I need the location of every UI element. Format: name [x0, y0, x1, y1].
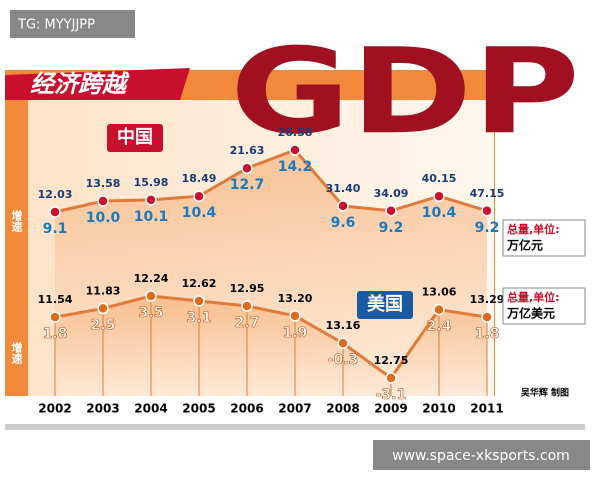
- growth-label: 3.5: [139, 305, 164, 321]
- point: [145, 290, 157, 302]
- total-label: 12.95: [230, 282, 265, 295]
- legend-label: 美国: [367, 293, 403, 315]
- growth-label: 10.0: [86, 210, 121, 226]
- total-label: 12.75: [374, 354, 409, 367]
- series-tag-bg: [357, 291, 413, 319]
- total-label: 21.63: [230, 144, 265, 157]
- total-label: 13.20: [278, 292, 313, 305]
- total-label: 11.54: [38, 293, 73, 306]
- total-label: 18.49: [182, 172, 217, 185]
- series-tag-bg: [107, 124, 163, 152]
- x-tick-label: 2007: [278, 402, 311, 416]
- x-tick-label: 2005: [182, 402, 215, 416]
- banner-bg: [5, 68, 190, 100]
- watermark-box: [10, 10, 135, 38]
- total-label: 31.40: [326, 182, 361, 195]
- watermark: TG: MYYJJPP: [17, 18, 95, 33]
- growth-axis-label: 增速: [10, 341, 23, 365]
- growth-label: 2.7: [235, 315, 260, 331]
- total-label: 12.03: [38, 188, 73, 201]
- growth-label: -0.3: [328, 352, 359, 368]
- total-label: 12.62: [182, 277, 217, 290]
- total-label: 13.06: [422, 286, 457, 299]
- total-label: 12.24: [134, 272, 169, 285]
- banner: 经济跨越: [30, 70, 130, 98]
- growth-label: 12.7: [230, 177, 265, 193]
- growth-label: 1.8: [475, 326, 500, 342]
- growth-label: 9.2: [379, 220, 404, 236]
- growth-label: 10.1: [134, 209, 169, 225]
- growth-label: 1.8: [43, 326, 68, 342]
- point: [97, 302, 109, 315]
- line: [54, 148, 488, 214]
- legend-label: 中国: [117, 126, 153, 148]
- point: [385, 205, 397, 217]
- growth-label: 10.4: [182, 205, 217, 221]
- x-tick-label: 2009: [374, 402, 407, 416]
- unit-name: 总量,单位:: [507, 222, 560, 236]
- x-tick-label: 2004: [134, 402, 167, 416]
- growth-label: 9.1: [43, 221, 68, 237]
- point: [145, 194, 157, 206]
- point: [289, 310, 301, 322]
- point: [241, 300, 253, 312]
- total-label: 15.98: [134, 176, 169, 189]
- point: [481, 311, 493, 323]
- x-tick-label: 2006: [230, 402, 263, 416]
- growth-label: 2.5: [91, 317, 116, 333]
- footer-box: [373, 440, 590, 470]
- point: [241, 162, 253, 174]
- point: [385, 372, 397, 384]
- unit-name: 总量,单位:: [507, 290, 560, 304]
- growth-label: 9.2: [475, 220, 500, 236]
- growth-label: 3.1: [187, 310, 212, 326]
- x-tick-label: 2003: [86, 402, 119, 416]
- growth-label: -3.1: [376, 387, 407, 403]
- unit: 万亿元: [506, 238, 543, 253]
- total-label: 40.15: [422, 172, 457, 185]
- x-tick-label: 2010: [422, 402, 455, 416]
- x-tick-label: 2011: [470, 402, 503, 416]
- credit: 吴华辉 制图: [521, 387, 569, 399]
- total-label: 13.29: [470, 293, 505, 306]
- unit: 万亿美元: [506, 306, 555, 321]
- x-axis-band: [5, 396, 495, 422]
- total-label: 11.83: [86, 284, 121, 297]
- rule: [5, 424, 585, 430]
- total-label: 47.15: [470, 187, 505, 200]
- point: [49, 206, 61, 218]
- unit-box: [502, 287, 586, 325]
- growth-label: 14.2: [278, 159, 313, 175]
- growth-label: 1.9: [283, 325, 308, 341]
- unit-box: [502, 219, 586, 257]
- big-title: GDP: [230, 22, 580, 160]
- point: [97, 195, 109, 207]
- total-label: 26.58: [278, 126, 313, 139]
- point: [433, 190, 445, 202]
- point: [289, 144, 301, 156]
- growth-axis-label: 增速: [10, 209, 23, 233]
- x-tick-label: 2008: [326, 402, 359, 416]
- point: [193, 295, 205, 307]
- point: [337, 337, 349, 349]
- footer-url: www.space-xksports.com: [392, 448, 570, 464]
- x-tick-label: 2002: [38, 402, 71, 416]
- point: [49, 311, 61, 323]
- growth-label: 9.6: [331, 215, 356, 231]
- total-label: 13.58: [86, 177, 121, 190]
- point: [433, 303, 445, 316]
- line: [54, 294, 488, 381]
- point: [193, 190, 205, 202]
- total-label: 34.09: [374, 187, 409, 200]
- growth-label: 2.4: [427, 319, 452, 335]
- point: [481, 205, 493, 217]
- growth-label: 10.4: [422, 205, 457, 221]
- total-label: 13.16: [326, 319, 361, 332]
- point: [337, 200, 349, 212]
